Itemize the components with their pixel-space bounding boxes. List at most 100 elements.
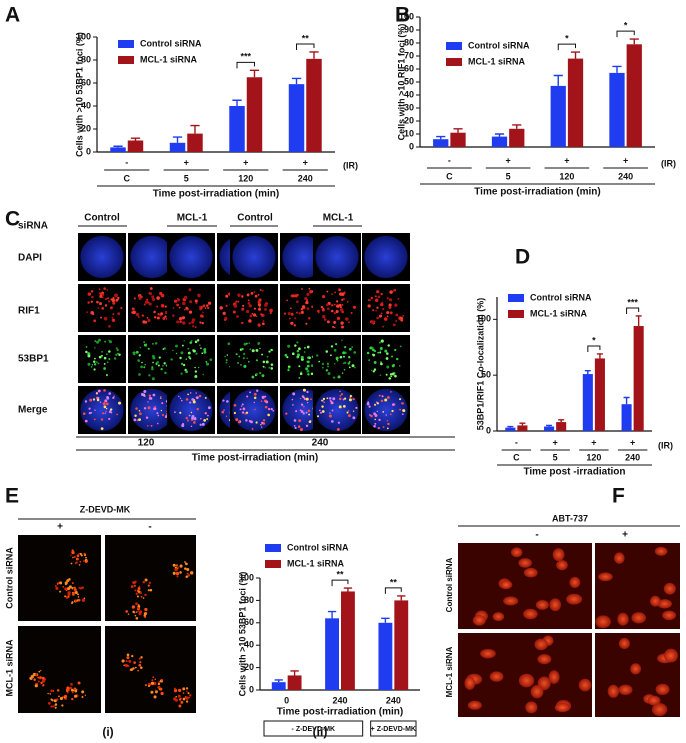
focus [385, 357, 389, 360]
focus [187, 351, 191, 355]
focus [138, 585, 141, 588]
legend-swatch [118, 56, 134, 64]
focus [327, 372, 331, 376]
focus [394, 303, 398, 307]
focus [330, 354, 332, 357]
focus [376, 290, 380, 294]
micrograph [595, 633, 680, 717]
y-axis-label: Cells with >10 RIF1 foci (%) [396, 24, 406, 141]
focus [61, 704, 64, 707]
focus [379, 374, 382, 376]
focus [347, 362, 350, 365]
focus [251, 312, 254, 315]
bar [509, 128, 525, 147]
error-bar [130, 137, 141, 141]
focus [185, 306, 188, 310]
focus [378, 314, 383, 318]
focus [369, 346, 373, 350]
nucleus [80, 235, 124, 279]
focus [366, 351, 370, 355]
focus [299, 372, 303, 376]
focus [175, 344, 178, 348]
legend-label: Control siRNA [530, 292, 592, 302]
focus [150, 681, 155, 685]
focus [399, 365, 401, 367]
focus [135, 602, 138, 606]
focus [264, 367, 266, 369]
legend-label: MCL-1 siRNA [530, 308, 588, 318]
focus [190, 571, 194, 575]
focus [344, 361, 347, 364]
focus [267, 413, 270, 417]
y-tick-label: 100 [476, 314, 491, 324]
focus [389, 413, 392, 416]
y-tick-label: 100 [239, 572, 254, 582]
focus [181, 422, 185, 426]
focus [343, 397, 347, 400]
focus [389, 311, 393, 315]
focus [199, 344, 201, 346]
focus [194, 370, 198, 373]
focus [71, 691, 74, 694]
focus [379, 347, 383, 350]
focus [96, 398, 100, 402]
focus [369, 414, 371, 416]
focus [178, 316, 183, 321]
ir-axis-label: (IR) [658, 440, 673, 450]
focus [176, 575, 179, 578]
focus [386, 297, 389, 300]
micrograph [230, 335, 278, 383]
focus [377, 295, 381, 299]
legend-label: Control siRNA [287, 542, 349, 552]
focus [138, 418, 141, 422]
focus [113, 395, 115, 398]
focus [378, 418, 381, 422]
nucleus [662, 610, 677, 621]
focus [326, 397, 329, 400]
focus [140, 295, 143, 299]
focus [305, 300, 309, 305]
focus [50, 689, 53, 693]
focus [331, 409, 334, 412]
y-tick-label: 20 [404, 115, 414, 125]
error-bar [507, 425, 514, 428]
focus [173, 697, 177, 701]
focus [159, 687, 163, 691]
focus [391, 355, 393, 358]
focus [343, 405, 346, 408]
focus [387, 344, 390, 347]
bar [229, 106, 245, 152]
focus [162, 365, 164, 367]
focus [268, 366, 271, 369]
focus [52, 690, 55, 692]
focus [131, 311, 134, 314]
focus [253, 396, 257, 400]
nucleus [657, 599, 672, 609]
focus [251, 375, 255, 379]
x-axis-label: Time post -irradiation [523, 467, 625, 478]
focus [176, 303, 179, 307]
focus [224, 318, 227, 321]
focus [249, 348, 252, 351]
focus [146, 298, 149, 301]
focus [252, 313, 257, 317]
focus [269, 308, 273, 313]
focus [106, 288, 109, 291]
focus [296, 341, 299, 344]
focus [113, 357, 117, 360]
focus [96, 396, 100, 400]
focus [104, 297, 108, 301]
nucleus [500, 580, 513, 590]
focus [153, 681, 157, 686]
focus [147, 425, 149, 427]
panel-letter: F [612, 485, 625, 508]
focus [50, 705, 53, 708]
focus [131, 307, 135, 311]
nucleus [510, 547, 523, 558]
focus [306, 345, 310, 349]
focus [160, 397, 162, 399]
focus [308, 413, 311, 416]
focus [134, 414, 137, 417]
focus [318, 360, 320, 363]
legend-label: MCL-1 siRNA [468, 56, 526, 66]
